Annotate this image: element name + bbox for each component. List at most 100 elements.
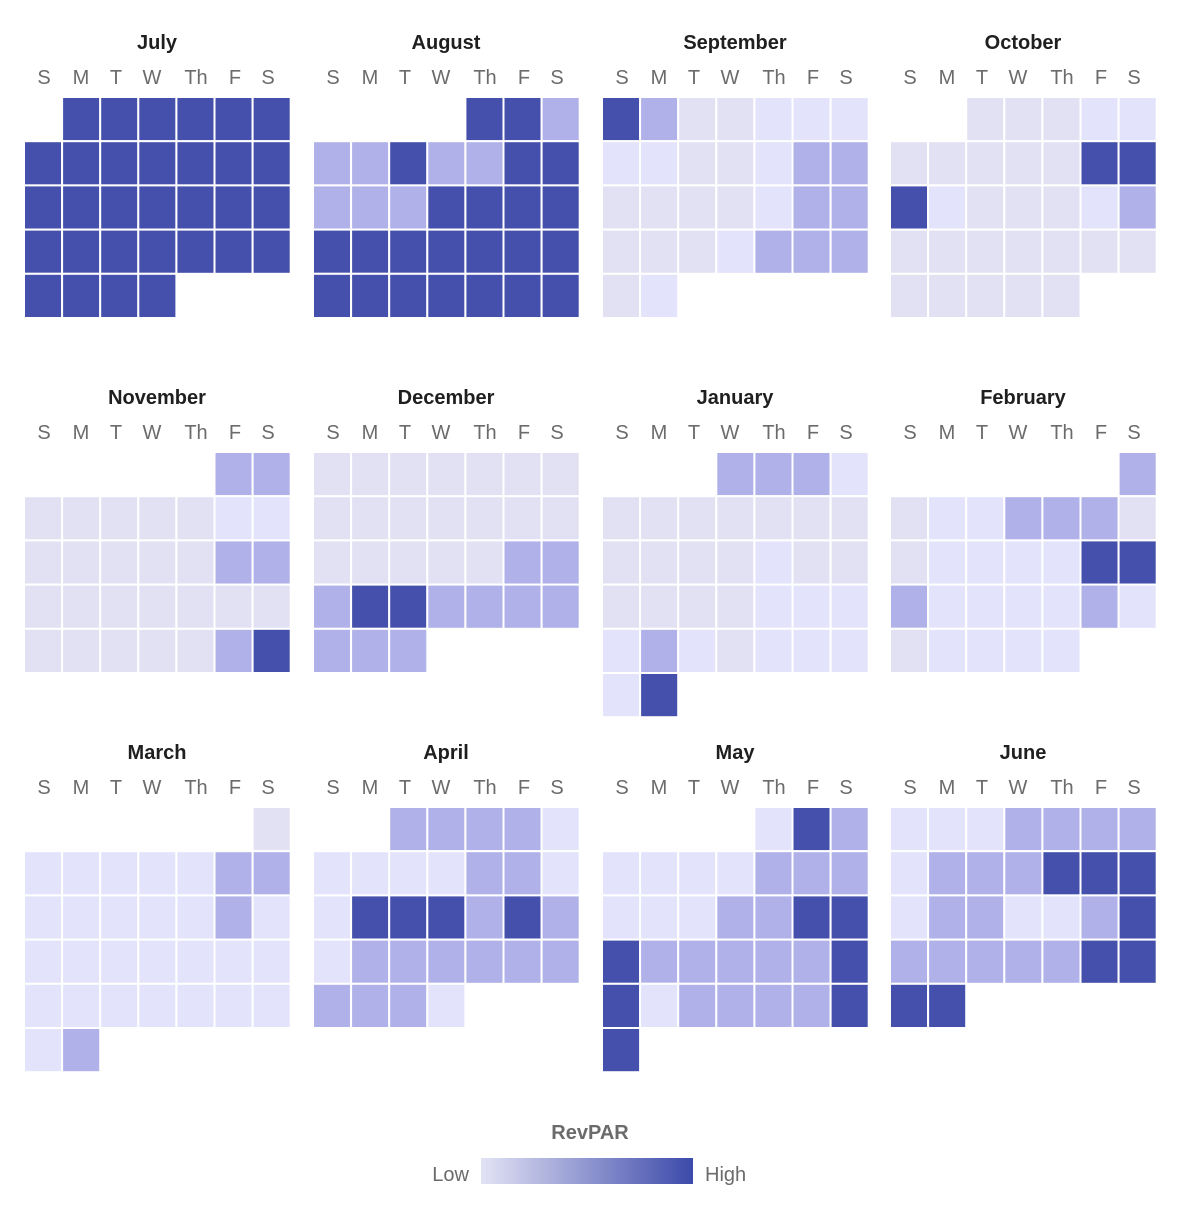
day-cell-january-32 <box>829 627 870 674</box>
day-cell-december-31 <box>388 627 429 674</box>
day-cell-may-14 <box>715 894 756 941</box>
day-cell-november-10 <box>23 539 64 586</box>
day-cell-december-17 <box>388 539 429 586</box>
weekday-label: Th <box>184 422 207 444</box>
weekday-label: W <box>1009 777 1028 799</box>
weekday-label: M <box>651 777 668 799</box>
day-cell-august-16 <box>502 184 543 231</box>
day-cell-october-10 <box>1041 140 1082 187</box>
day-cell-february-25 <box>965 627 1006 674</box>
weekday-label: S <box>1127 67 1140 89</box>
day-cell-april-13 <box>312 894 353 941</box>
day-cell-february-23 <box>889 627 930 674</box>
day-cell-march-26 <box>137 982 178 1029</box>
day-cell-june-21 <box>1117 894 1158 941</box>
day-cell-december-15 <box>312 539 353 586</box>
day-cell-april-27 <box>312 982 353 1029</box>
day-cell-march-23 <box>23 982 64 1029</box>
weekday-label: W <box>721 422 740 444</box>
day-cell-may-11 <box>601 894 642 941</box>
weekday-label: M <box>73 67 90 89</box>
day-cell-march-11 <box>99 894 140 941</box>
day-cell-august-28 <box>426 272 467 319</box>
day-cell-february-4 <box>965 495 1006 542</box>
day-cell-july-30 <box>99 272 140 319</box>
day-cell-october-4 <box>1079 96 1120 143</box>
day-cell-june-3 <box>965 806 1006 853</box>
day-cell-july-28 <box>23 272 64 319</box>
day-cell-december-26 <box>464 583 505 630</box>
day-cell-april-7 <box>350 850 391 897</box>
day-cell-march-14 <box>213 894 254 941</box>
weekday-label: S <box>326 777 339 799</box>
day-cell-july-6 <box>251 96 292 143</box>
day-cell-january-12 <box>601 539 642 586</box>
day-cell-july-3 <box>137 96 178 143</box>
weekday-label: S <box>326 422 339 444</box>
day-cell-may-31 <box>829 982 870 1029</box>
day-cell-october-2 <box>1003 96 1044 143</box>
day-cell-may-20 <box>677 938 718 985</box>
day-cell-may-19 <box>639 938 680 985</box>
day-cell-july-11 <box>175 140 216 187</box>
day-cell-january-6 <box>639 495 680 542</box>
day-cell-september-5 <box>753 96 794 143</box>
day-cell-march-2 <box>23 850 64 897</box>
day-cell-july-9 <box>99 140 140 187</box>
day-cell-july-4 <box>175 96 216 143</box>
day-cell-september-12 <box>753 140 794 187</box>
day-cell-august-20 <box>388 228 429 275</box>
day-cell-march-18 <box>99 938 140 985</box>
weekday-label: Th <box>762 67 785 89</box>
day-cell-july-8 <box>61 140 102 187</box>
day-cell-march-29 <box>251 982 292 1029</box>
day-cell-march-31 <box>61 1027 102 1074</box>
day-cell-march-1 <box>251 806 292 853</box>
weekday-label: S <box>839 777 852 799</box>
day-cell-march-16 <box>23 938 64 985</box>
weekday-label: F <box>518 777 530 799</box>
weekday-label: M <box>939 422 956 444</box>
day-cell-january-21 <box>677 583 718 630</box>
day-cell-june-17 <box>965 894 1006 941</box>
day-cell-june-30 <box>927 982 968 1029</box>
day-cell-february-2 <box>889 495 930 542</box>
weekday-label: M <box>939 777 956 799</box>
day-cell-july-10 <box>137 140 178 187</box>
day-cell-november-24 <box>23 627 64 674</box>
day-cell-february-15 <box>1117 539 1158 586</box>
weekday-label: W <box>721 777 740 799</box>
legend-gradient-bar <box>481 1158 693 1184</box>
weekday-label: F <box>1095 777 1107 799</box>
weekday-label: M <box>362 777 379 799</box>
day-cell-july-1 <box>61 96 102 143</box>
day-cell-may-17 <box>829 894 870 941</box>
weekday-label: M <box>73 422 90 444</box>
day-cell-september-2 <box>639 96 680 143</box>
day-cell-october-9 <box>1003 140 1044 187</box>
weekday-label: T <box>688 67 700 89</box>
day-cell-november-19 <box>99 583 140 630</box>
weekday-label: M <box>651 422 668 444</box>
day-cell-march-22 <box>251 938 292 985</box>
day-cell-december-8 <box>312 495 353 542</box>
day-cell-october-6 <box>889 140 930 187</box>
weekday-label: T <box>399 422 411 444</box>
day-cell-april-12 <box>540 850 581 897</box>
day-cell-july-7 <box>23 140 64 187</box>
day-cell-january-8 <box>715 495 756 542</box>
day-cell-march-10 <box>61 894 102 941</box>
day-cell-june-4 <box>1003 806 1044 853</box>
weekday-label: S <box>550 422 563 444</box>
day-cell-november-11 <box>61 539 102 586</box>
day-cell-july-23 <box>99 228 140 275</box>
day-cell-may-24 <box>829 938 870 985</box>
day-cell-march-24 <box>61 982 102 1029</box>
